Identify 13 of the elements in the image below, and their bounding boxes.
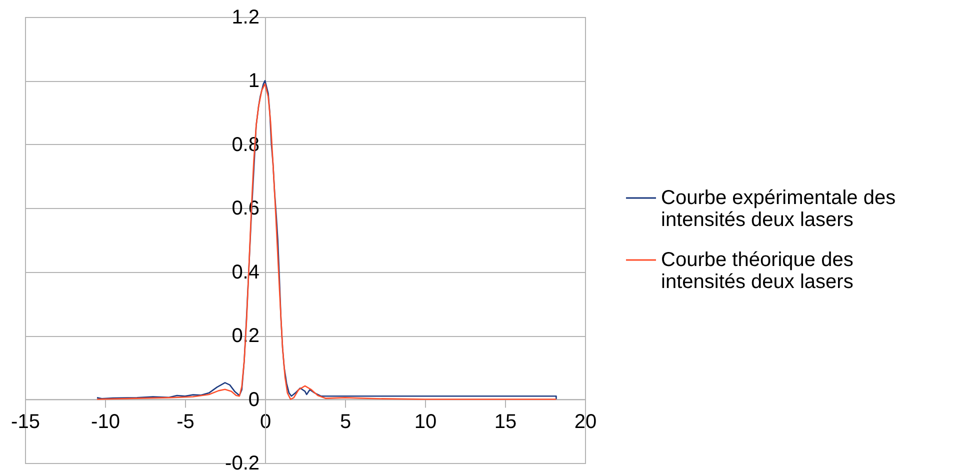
x-tick-label: 10: [414, 410, 437, 433]
y-tick-label: 0: [248, 388, 260, 411]
legend-label: Courbe expérimentale des intensités deux lasers: [661, 187, 896, 232]
x-tick-label: 20: [574, 410, 597, 433]
x-tick-label: 5: [340, 410, 352, 433]
y-tick-label: -0.2: [225, 452, 260, 474]
x-tick-label: 15: [494, 410, 517, 433]
y-tick-label: 1.2: [232, 6, 260, 28]
x-tick-label: -10: [91, 410, 120, 433]
legend-label: Courbe théorique des intensités deux lasers: [661, 249, 854, 294]
x-tick-label: -15: [11, 410, 40, 433]
x-tick-label: -5: [176, 410, 194, 433]
y-tick-label: 1: [248, 70, 260, 92]
